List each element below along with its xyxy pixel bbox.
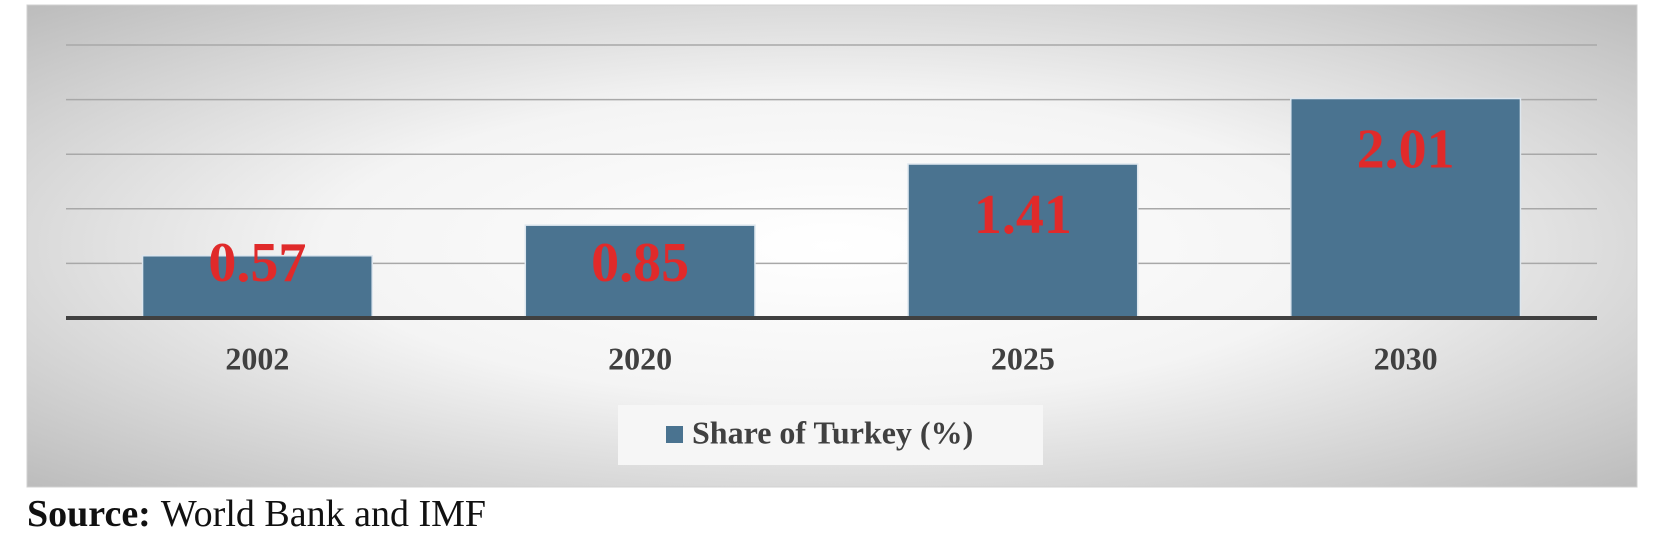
x-tick-label: 2002 — [225, 340, 289, 376]
x-tick-label: 2025 — [991, 340, 1055, 376]
data-label: 0.85 — [591, 232, 689, 294]
legend-label: Share of Turkey (%) — [692, 414, 973, 450]
legend-box — [618, 405, 1043, 465]
source-text: World Bank and IMF — [160, 493, 487, 535]
bars: 0.57 0.85 1.41 2.01 2002 2020 2025 2030 — [66, 97, 1597, 376]
legend: Share of Turkey (%) — [666, 414, 973, 450]
x-tick-label: 2020 — [608, 340, 672, 376]
source: Source: World Bank and IMF — [27, 492, 486, 536]
x-tick-label: 2030 — [1374, 340, 1438, 376]
bar — [141, 255, 373, 319]
data-label: 2.01 — [1357, 118, 1455, 180]
data-label: 1.41 — [974, 184, 1072, 246]
bar — [907, 163, 1139, 319]
bar — [1290, 97, 1522, 319]
source-label: Source: — [27, 493, 151, 535]
chart: 0.57 0.85 1.41 2.01 2002 2020 2025 2030 Share o… — [26, 4, 1638, 488]
data-label: 0.57 — [208, 232, 306, 294]
legend-swatch — [666, 426, 683, 443]
